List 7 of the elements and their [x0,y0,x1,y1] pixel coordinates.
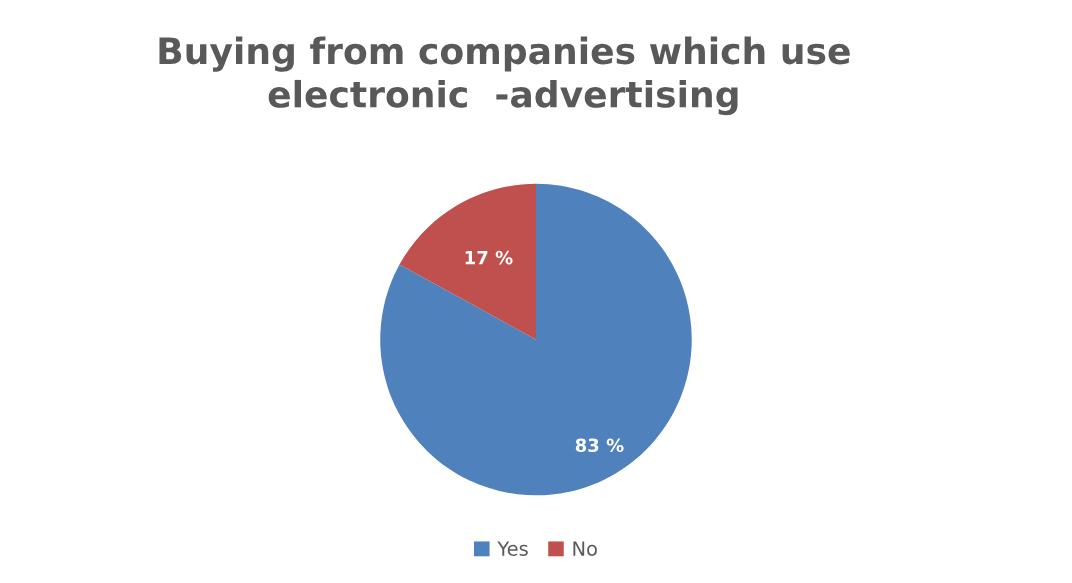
legend-label: No [573,541,597,556]
data-label: 17 % [465,250,513,265]
pie-slice [380,183,692,496]
pie-slice [399,183,536,340]
chart-title: Buying from companies which use electronic -advertising [159,36,850,116]
data-label: 83 % [575,438,624,453]
legend-label: Yes [497,541,528,556]
